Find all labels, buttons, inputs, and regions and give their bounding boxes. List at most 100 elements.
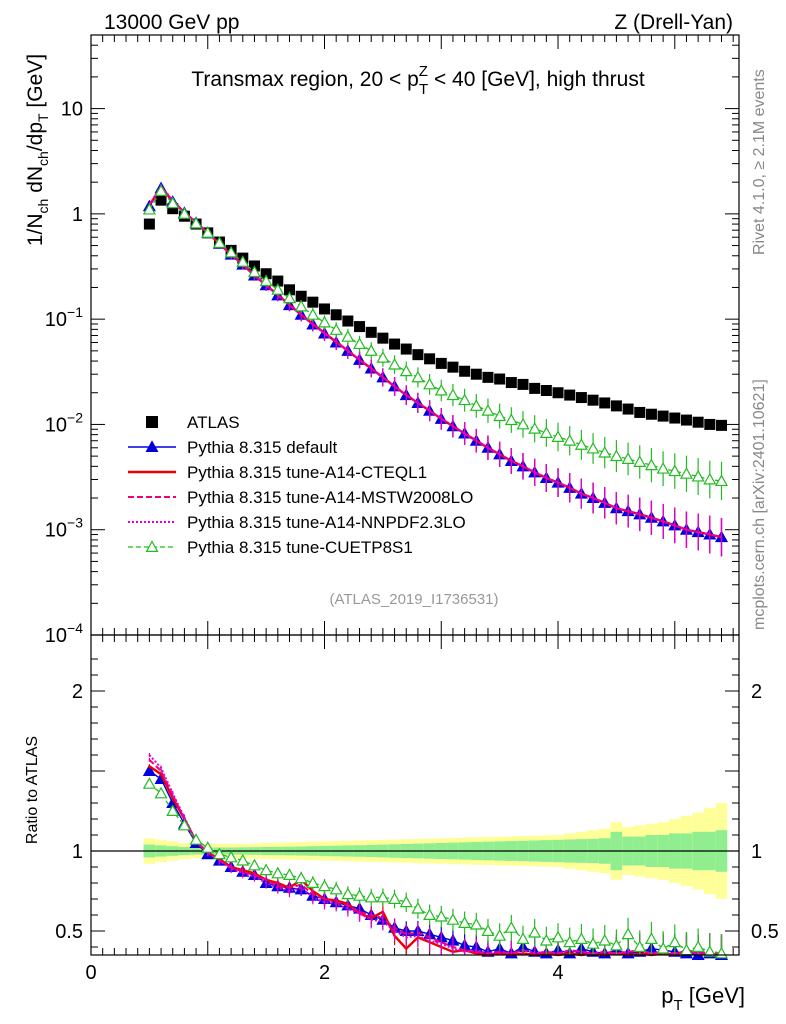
ratio-point-default xyxy=(142,764,156,777)
ratio-y-tick-label-right: 0.5 xyxy=(751,921,779,943)
ratio-point-cuetp8s1 xyxy=(306,876,320,889)
atlas-data-point xyxy=(704,418,716,430)
main-point-cuetp8s1 xyxy=(376,351,390,363)
main-point-cuetp8s1 xyxy=(142,202,156,215)
atlas-data-point xyxy=(319,303,331,315)
atlas-data-point xyxy=(505,377,517,389)
main-point-cuetp8s1 xyxy=(621,452,635,464)
legend-label-default: Pythia 8.315 default xyxy=(187,438,338,457)
main-point-cuetp8s1 xyxy=(644,458,658,471)
ratio-point-cuetp8s1 xyxy=(423,908,437,921)
main-point-cuetp8s1 xyxy=(388,357,402,370)
main-point-cuetp8s1 xyxy=(259,274,273,287)
ratio-point-cuetp8s1 xyxy=(317,879,332,892)
main-point-cuetp8s1 xyxy=(282,291,297,304)
atlas-data-point xyxy=(143,218,155,230)
main-point-cuetp8s1 xyxy=(166,196,180,209)
legend-marker-cuetp8s1 xyxy=(145,540,159,553)
ratio-y-tick-label-left: 2 xyxy=(72,681,83,703)
atlas-data-point xyxy=(552,387,564,399)
ratio-point-cuetp8s1 xyxy=(516,932,530,945)
atlas-data-point xyxy=(447,361,459,373)
atlas-data-point xyxy=(365,326,377,338)
main-point-cuetp8s1 xyxy=(528,422,542,434)
atlas-data-point xyxy=(587,394,599,406)
atlas-data-point xyxy=(715,419,727,431)
ratio-point-cuetp8s1 xyxy=(212,847,226,860)
main-point-cuetp8s1 xyxy=(399,364,413,377)
atlas-data-point xyxy=(610,400,622,412)
atlas-data-point xyxy=(330,309,342,321)
ratio-point-cuetp8s1 xyxy=(247,858,261,871)
main-y-tick-label: 10−2 xyxy=(45,409,83,436)
main-point-cuetp8s1 xyxy=(154,184,168,196)
atlas-data-point xyxy=(307,296,319,308)
ratio-point-cuetp8s1 xyxy=(376,890,390,903)
main-point-cuetp8s1 xyxy=(353,337,367,350)
atlas-data-point xyxy=(564,389,576,401)
main-point-cuetp8s1 xyxy=(469,399,483,411)
x-axis-label: pT [GeV] xyxy=(661,983,745,1014)
x-tick-label: 2 xyxy=(319,962,330,984)
atlas-data-point xyxy=(680,414,692,426)
mcplots-reference-label: mcplots.cern.ch [arXiv:2401.10621] xyxy=(751,379,768,630)
ratio-point-cuetp8s1 xyxy=(388,892,402,905)
atlas-data-point xyxy=(517,378,529,390)
ratio-point-cuetp8s1 xyxy=(668,935,682,948)
main-y-tick-label: 10−1 xyxy=(45,304,83,331)
ratio-point-cuetp8s1 xyxy=(236,853,250,866)
main-point-cuetp8s1 xyxy=(212,236,226,248)
atlas-data-point xyxy=(669,412,681,424)
ratio-point-cuetp8s1 xyxy=(353,889,367,901)
energy-label: 13000 GeV pp xyxy=(104,11,239,34)
main-point-cuetp8s1 xyxy=(317,315,332,328)
ratio-point-cuetp8s1 xyxy=(282,868,297,881)
atlas-data-point xyxy=(692,416,704,428)
atlas-data-point xyxy=(482,371,494,383)
main-point-cuetp8s1 xyxy=(434,383,448,396)
main-series-line-default xyxy=(148,187,722,538)
main-point-cuetp8s1 xyxy=(294,299,308,312)
main-point-cuetp8s1 xyxy=(411,370,425,383)
ratio-point-cuetp8s1 xyxy=(446,913,460,925)
atlas-data-point xyxy=(435,357,447,369)
ratio-y-tick-label-left: 1 xyxy=(72,841,83,863)
atlas-data-point xyxy=(342,315,354,327)
main-point-cuetp8s1 xyxy=(458,393,472,406)
atlas-data-point xyxy=(155,194,167,206)
main-point-cuetp8s1 xyxy=(271,283,285,295)
main-point-cuetp8s1 xyxy=(563,434,577,446)
main-point-cuetp8s1 xyxy=(516,417,530,430)
atlas-data-point xyxy=(354,321,366,333)
ratio-point-cuetp8s1 xyxy=(633,940,647,953)
ratio-point-cuetp8s1 xyxy=(679,943,693,956)
ratio-point-cuetp8s1 xyxy=(551,930,565,943)
main-series-line-cteql1 xyxy=(148,184,722,539)
atlas-data-point xyxy=(272,275,284,287)
main-point-cuetp8s1 xyxy=(201,226,215,238)
main-point-cuetp8s1 xyxy=(633,455,647,467)
main-point-cuetp8s1 xyxy=(656,461,670,474)
main-point-cuetp8s1 xyxy=(539,426,553,438)
ratio-point-cuetp8s1 xyxy=(411,901,425,914)
main-point-cuetp8s1 xyxy=(423,377,437,390)
atlas-data-point xyxy=(389,338,401,350)
atlas-data-point xyxy=(599,397,611,409)
ratio-point-cuetp8s1 xyxy=(294,871,308,884)
atlas-data-point xyxy=(412,349,424,361)
atlas-data-point xyxy=(540,385,552,397)
main-point-cuetp8s1 xyxy=(224,245,238,258)
atlas-data-point xyxy=(529,382,541,394)
legend-label-atlas: ATLAS xyxy=(187,413,240,432)
main-title: Transmax region, 20 < pZ T < 40 [GeV], hi… xyxy=(191,63,644,98)
ratio-point-cuetp8s1 xyxy=(504,921,518,933)
main-series-line-mstw xyxy=(148,184,722,539)
ratio-point-cuetp8s1 xyxy=(166,804,180,817)
atlas-data-point xyxy=(645,408,657,420)
main-point-cuetp8s1 xyxy=(306,308,320,320)
ratio-point-cuetp8s1 xyxy=(271,866,285,879)
atlas-data-point xyxy=(400,343,412,355)
main-point-cuetp8s1 xyxy=(551,430,565,442)
ratio-series-line-mstw xyxy=(148,759,722,955)
main-point-cuetp8s1 xyxy=(504,413,518,426)
